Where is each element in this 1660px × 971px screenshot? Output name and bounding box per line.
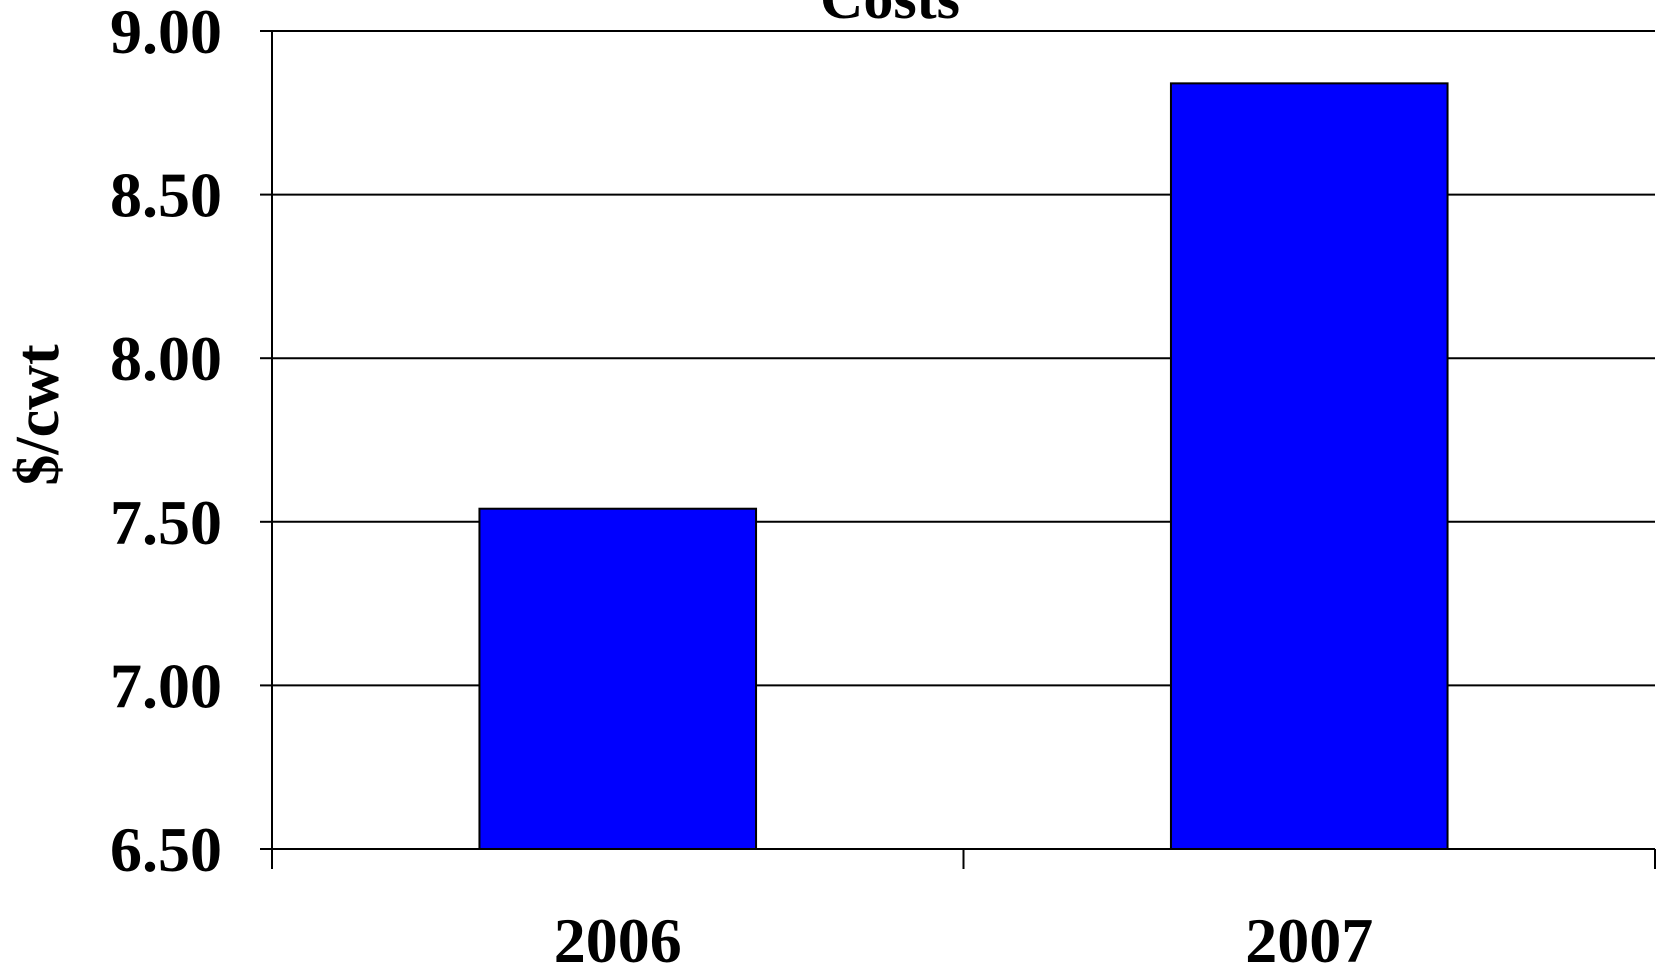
bar-2007 bbox=[1169, 82, 1449, 851]
y-tick-label: 8.00 bbox=[110, 323, 222, 394]
chart-title: Costs bbox=[820, 0, 960, 31]
y-tick-label: 7.00 bbox=[110, 650, 222, 721]
y-tick-label: 6.50 bbox=[110, 814, 222, 885]
y-tick-labels: 6.50 7.00 7.50 8.00 8.50 9.00 bbox=[110, 0, 222, 885]
x-tick-label: 2006 bbox=[554, 905, 682, 971]
x-tick-label: 2007 bbox=[1245, 905, 1373, 971]
x-tick-labels: 2006 2007 bbox=[554, 905, 1374, 971]
y-axis-label: $/cwt bbox=[4, 344, 72, 486]
y-tick-label: 9.00 bbox=[110, 0, 222, 67]
axes bbox=[260, 30, 1656, 869]
bar-2006 bbox=[478, 507, 758, 850]
bars bbox=[478, 82, 1449, 851]
y-tick-label: 8.50 bbox=[110, 160, 222, 231]
y-tick-label: 7.50 bbox=[110, 487, 222, 558]
